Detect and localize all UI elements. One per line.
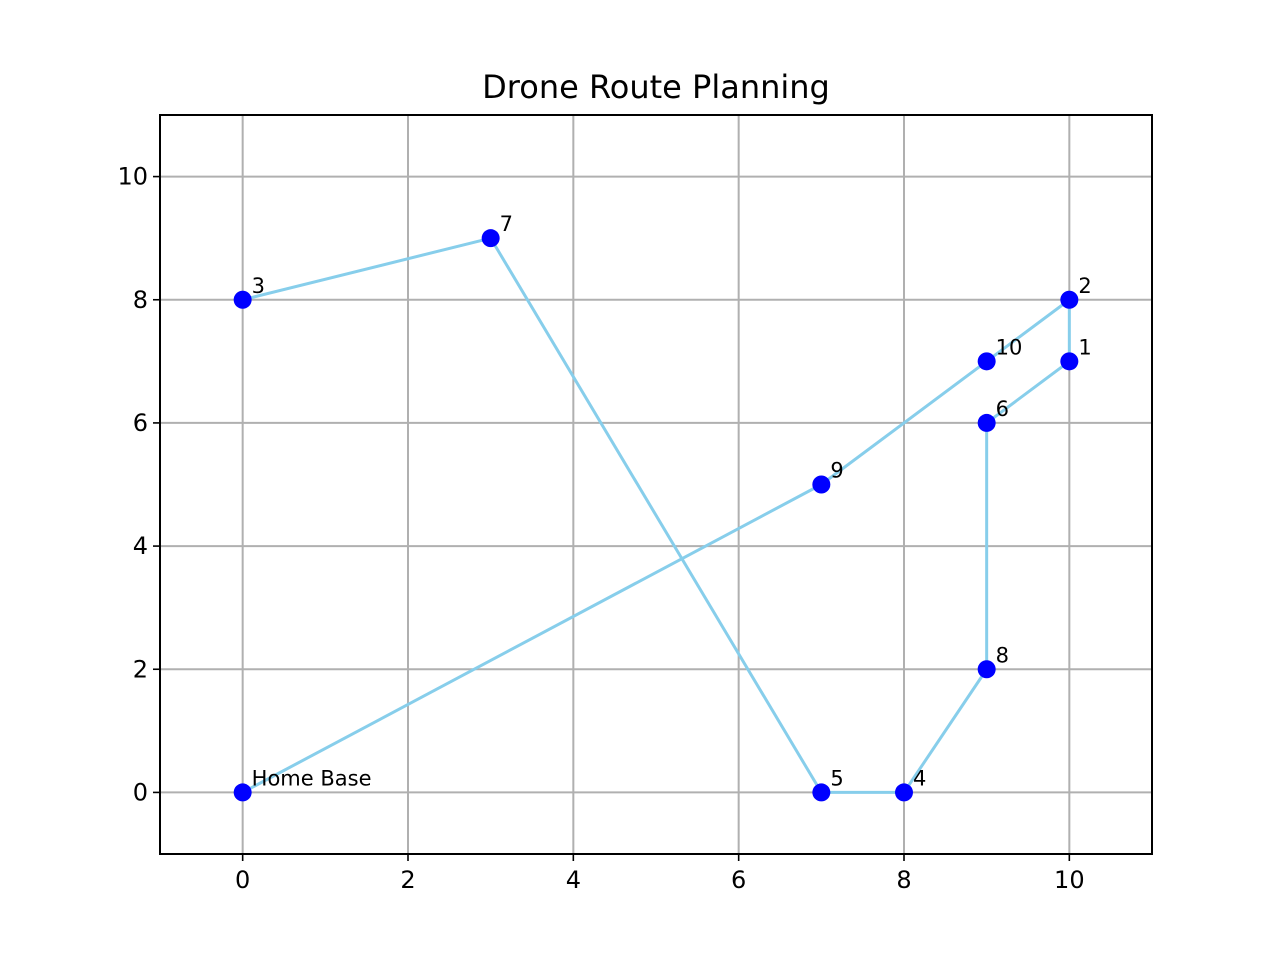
waypoint-marker [233, 290, 252, 309]
waypoint-marker [977, 413, 996, 432]
y-tick-label: 0 [133, 778, 148, 806]
route-segment [985, 298, 1071, 363]
grid [160, 115, 1152, 854]
waypoint-label: 6 [996, 397, 1009, 421]
waypoint-marker [481, 229, 500, 248]
waypoint-marker [812, 783, 831, 802]
waypoint-label: 2 [1078, 274, 1091, 298]
y-tick-label: 8 [133, 286, 148, 314]
x-tick-label: 0 [235, 866, 250, 894]
waypoint-marker [977, 352, 996, 371]
y-tick-label: 10 [117, 163, 148, 191]
x-tick-label: 10 [1054, 866, 1085, 894]
chart-title: Drone Route Planning [482, 68, 830, 106]
waypoint-marker [1060, 290, 1079, 309]
waypoint-label: 3 [252, 274, 265, 298]
x-tick-label: 6 [731, 866, 746, 894]
route-segment [241, 483, 823, 794]
x-tick-label: 8 [896, 866, 911, 894]
plot-area-frame [159, 114, 1153, 855]
waypoint-label: 5 [830, 766, 843, 790]
waypoint-label: 9 [830, 459, 843, 483]
y-tick-label: 2 [133, 655, 148, 683]
x-tick-label: 4 [566, 866, 581, 894]
waypoint-marker [812, 475, 831, 494]
waypoint-marker [1060, 352, 1079, 371]
axis-ticks: 0 2 4 6 8 10 0 2 4 6 8 10 [117, 163, 1084, 894]
route-line [241, 236, 1071, 794]
waypoint-marker [895, 783, 913, 802]
waypoint-label: 10 [996, 335, 1023, 359]
y-tick-label: 6 [133, 409, 148, 437]
waypoints [233, 229, 1079, 802]
x-tick-label: 2 [400, 866, 415, 894]
waypoint-marker [233, 783, 252, 802]
y-tick-label: 4 [133, 532, 148, 560]
waypoint-label: 7 [500, 212, 513, 236]
waypoint-label: 4 [913, 766, 926, 790]
route-segment [985, 360, 1071, 425]
waypoint-label: Home Base [252, 766, 372, 790]
route-segment [902, 668, 988, 794]
waypoint-marker [977, 660, 996, 679]
waypoint-label: 1 [1078, 335, 1091, 359]
waypoint-label: 8 [996, 643, 1009, 667]
route-segment [489, 237, 823, 794]
route-segment [242, 236, 492, 302]
route-segment [820, 360, 988, 486]
waypoint-labels: Home Base 1 2 3 4 5 6 7 8 9 10 [252, 212, 1092, 790]
